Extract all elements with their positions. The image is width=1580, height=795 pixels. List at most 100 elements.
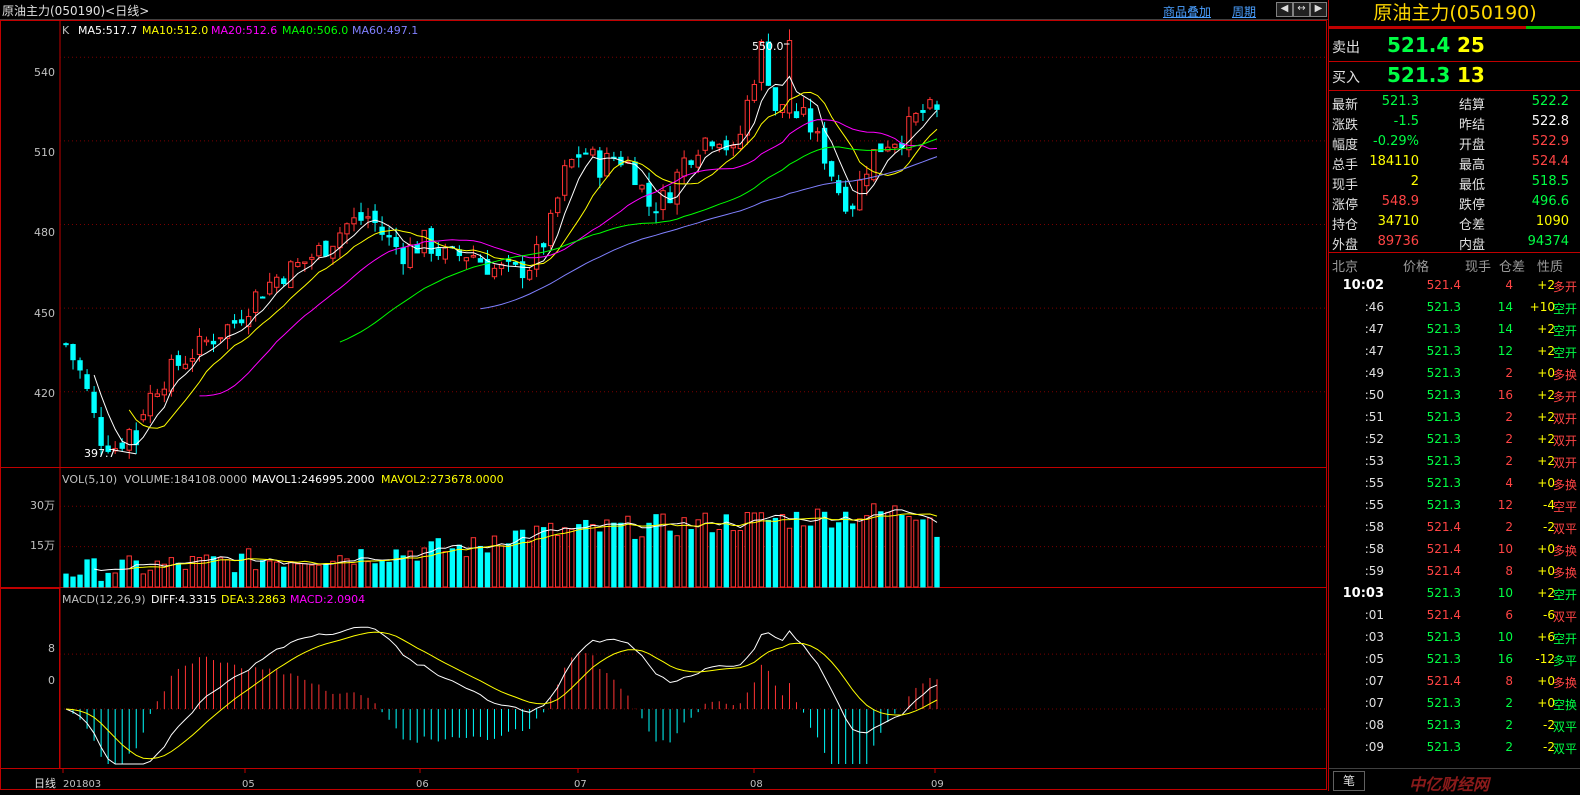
- legend-mavol1: MAVOL1:246995.2000: [252, 473, 375, 486]
- ma-layer: [93, 75, 938, 446]
- candle-down: [477, 258, 484, 263]
- volume-bar-down: [899, 515, 905, 588]
- tab-ticks[interactable]: 笔: [1333, 771, 1365, 791]
- legend-macd: MACD:2.0904: [290, 593, 365, 606]
- quote-label: 结算: [1459, 98, 1486, 113]
- tick-type: 空平: [1552, 500, 1577, 514]
- candle-down: [835, 180, 842, 194]
- quote-row: 涨停 548.9 跌停 496.6: [1329, 192, 1580, 213]
- candle-down: [393, 237, 399, 247]
- tick-price: 521.3: [1426, 652, 1461, 666]
- tick-type: 空开: [1552, 324, 1577, 338]
- period-link[interactable]: 周期: [1232, 5, 1257, 19]
- quote-row: 持仓 34710 仓差 1090: [1329, 212, 1580, 233]
- tick-volume: 8: [1505, 564, 1513, 578]
- candle-down: [765, 41, 772, 86]
- tick-oi-change: +2: [1537, 586, 1555, 600]
- tick-row[interactable]: :51 521.3 2 +2 双开: [1329, 406, 1580, 428]
- tick-row[interactable]: :55 521.3 4 +0 多换: [1329, 472, 1580, 494]
- volume-bar-down: [540, 527, 547, 588]
- legend-ma5: MA5:517.7: [78, 24, 137, 37]
- tick-row[interactable]: :46 521.3 14 +10 空开: [1329, 296, 1580, 318]
- tick-volume: 2: [1505, 454, 1513, 468]
- volume-bar-down: [323, 563, 329, 588]
- volume-bar-up: [913, 519, 919, 588]
- tick-row[interactable]: :50 521.3 16 +2 多开: [1329, 384, 1580, 406]
- tick-oi-change: +6: [1537, 630, 1555, 644]
- quote-label: 总手: [1332, 158, 1359, 173]
- tick-row[interactable]: :58 521.4 2 -2 双平: [1329, 516, 1580, 538]
- volume-bar-up: [498, 545, 505, 588]
- tick-row[interactable]: 10:02 521.4 4 +2 多开: [1329, 274, 1580, 296]
- candle-down: [878, 143, 884, 153]
- tick-row[interactable]: :09 521.3 2 -2 双平: [1329, 736, 1580, 758]
- dea-line: [65, 631, 938, 760]
- tick-oi-change: -2: [1543, 740, 1555, 754]
- tick-row[interactable]: :53 521.3 2 +2 双开: [1329, 450, 1580, 472]
- quote-label: 最新: [1332, 98, 1359, 113]
- tick-row[interactable]: :03 521.3 10 +6 空开: [1329, 626, 1580, 648]
- volume-bar-up: [751, 512, 758, 588]
- candle-up: [224, 324, 231, 339]
- quote-value: 1090: [1535, 214, 1569, 229]
- volume-bar-up: [625, 515, 631, 588]
- tick-row[interactable]: :01 521.4 6 -6 双平: [1329, 604, 1580, 626]
- volume-bar-down: [386, 561, 392, 588]
- candle-up: [309, 256, 315, 260]
- tick-type: 空换: [1552, 698, 1577, 712]
- arrow-left-icon[interactable]: ◀: [1276, 2, 1293, 17]
- tick-row[interactable]: :07 521.4 8 +0 多换: [1329, 670, 1580, 692]
- tick-row[interactable]: :05 521.3 16 -12 多平: [1329, 648, 1580, 670]
- legend-ma40: MA40:506.0: [282, 24, 348, 37]
- volume-bar-up: [786, 527, 793, 588]
- kline-chart[interactable]: K MA5:517.7 MA10:512.0 MA20:512.6 MA40:5…: [0, 20, 1328, 791]
- x-tick: 09: [931, 779, 944, 790]
- tick-row[interactable]: 10:03 521.3 10 +2 空开: [1329, 582, 1580, 604]
- tick-row[interactable]: :58 521.4 10 +0 多换: [1329, 538, 1580, 560]
- volume-bar-down: [379, 560, 385, 588]
- legend-macd-name: MACD(12,26,9): [62, 593, 146, 606]
- quote-value: 548.9: [1381, 194, 1419, 209]
- candle-down: [850, 205, 856, 210]
- volume-bar-down: [611, 522, 617, 588]
- volume-bar-down: [688, 529, 694, 588]
- candle-down: [379, 226, 385, 235]
- quote-value: 496.6: [1531, 194, 1569, 209]
- tick-type: 多换: [1552, 676, 1577, 690]
- quote-value: 34710: [1377, 214, 1419, 229]
- tick-volume: 10: [1497, 542, 1513, 556]
- tick-price: 521.3: [1426, 300, 1461, 314]
- tick-row[interactable]: :07 521.3 2 +0 空换: [1329, 692, 1580, 714]
- candle-up: [344, 223, 350, 235]
- tick-price: 521.4: [1426, 564, 1461, 578]
- tick-row[interactable]: :47 521.3 12 +2 空开: [1329, 340, 1580, 362]
- tick-volume: 14: [1497, 322, 1513, 336]
- tick-row[interactable]: :52 521.3 2 +2 双开: [1329, 428, 1580, 450]
- window-title: 原油主力(050190)<日线>: [2, 4, 150, 18]
- tick-row[interactable]: :47 521.3 14 +2 空开: [1329, 318, 1580, 340]
- candle-down: [63, 343, 69, 346]
- tick-row[interactable]: :49 521.3 2 +0 多换: [1329, 362, 1580, 384]
- tick-row[interactable]: :08 521.3 2 -2 双平: [1329, 714, 1580, 736]
- quote-row: 幅度 -0.29% 开盘 522.9: [1329, 132, 1580, 153]
- tick-oi-change: +2: [1537, 388, 1555, 402]
- quote-label: 现手: [1332, 178, 1359, 193]
- volume-bar-down: [449, 548, 456, 588]
- volume-bar-down: [400, 555, 406, 588]
- price-tick: 420: [34, 387, 55, 400]
- tick-row[interactable]: :59 521.4 8 +0 多换: [1329, 560, 1580, 582]
- tick-price: 521.4: [1426, 520, 1461, 534]
- candle-down: [105, 445, 111, 452]
- volume-bar-up: [562, 527, 568, 588]
- volume-bar-down: [821, 511, 828, 588]
- volume-bar-down: [238, 553, 245, 588]
- volume-bar-down: [91, 558, 97, 588]
- buy-volume: 13: [1457, 63, 1485, 87]
- arrow-both-icon[interactable]: ↔: [1293, 2, 1310, 17]
- tick-row[interactable]: :55 521.3 12 -4 空平: [1329, 494, 1580, 516]
- volume-bar-up: [800, 525, 807, 588]
- tick-type: 空开: [1552, 632, 1577, 646]
- overlay-link[interactable]: 商品叠加: [1163, 5, 1212, 19]
- volume-tick: 30万: [30, 499, 55, 512]
- arrow-right-icon[interactable]: ▶: [1310, 2, 1327, 17]
